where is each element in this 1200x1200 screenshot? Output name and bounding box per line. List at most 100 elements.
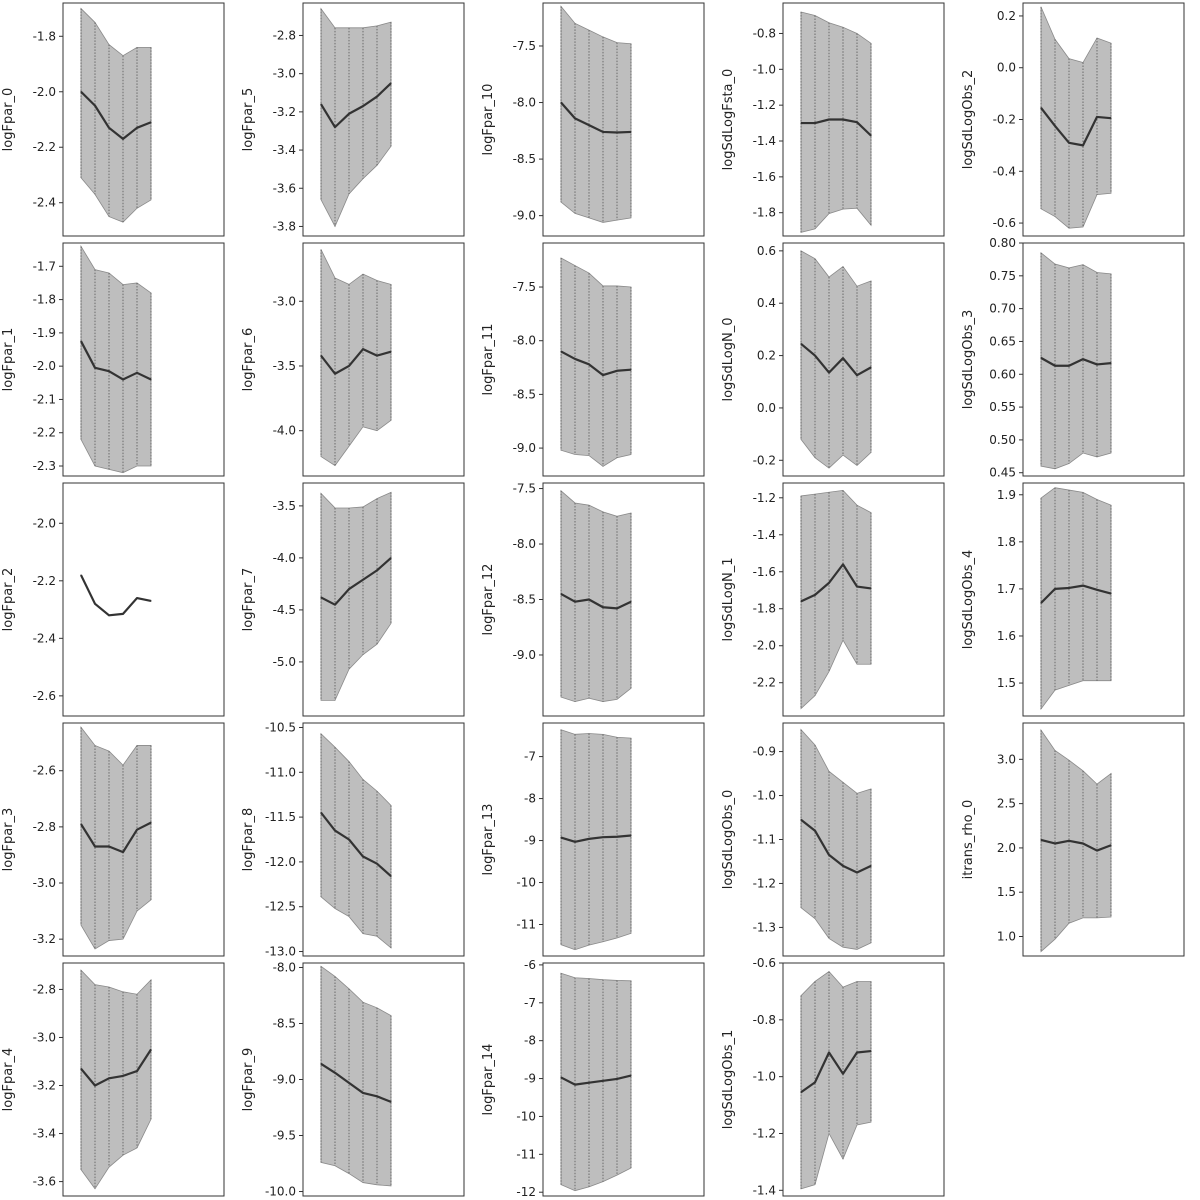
y-tick-label: -8 xyxy=(524,1034,536,1048)
interval-band xyxy=(320,732,392,949)
data-point xyxy=(842,563,844,565)
panel-logFpar_4: -2.8 -3.0 -3.2 -3.4 -3.6 logFpar_4 xyxy=(1,962,225,1197)
y-tick-label: -2.3 xyxy=(33,459,56,473)
data-point xyxy=(390,875,392,877)
data-point xyxy=(94,105,96,107)
data-point xyxy=(362,105,364,107)
data-point xyxy=(602,836,604,838)
data-point xyxy=(560,593,562,595)
y-tick-label: 1.6 xyxy=(997,629,1016,643)
plot-frame xyxy=(1022,242,1185,477)
y-tick-label: -2.6 xyxy=(33,689,56,703)
interval-band xyxy=(800,250,872,469)
y-tick-label: -2.8 xyxy=(33,982,56,996)
y-tick-label: -1.8 xyxy=(753,206,776,220)
data-point xyxy=(814,122,816,124)
plot-frame xyxy=(302,242,465,477)
series-line xyxy=(320,557,392,606)
series-line xyxy=(1040,584,1112,604)
y-tick-label: 0.2 xyxy=(757,349,776,363)
y-tick-label: -2.6 xyxy=(33,764,56,778)
data-point xyxy=(390,351,392,353)
y-tick-label: -1.8 xyxy=(33,29,56,43)
y-tick-label: -2.2 xyxy=(33,140,56,154)
data-point xyxy=(602,131,604,133)
data-point xyxy=(1082,585,1084,587)
series-line xyxy=(80,90,152,141)
y-axis-label: logSdLogN_1 xyxy=(721,557,736,641)
y-tick-label: -3.2 xyxy=(33,932,56,946)
y-tick-label: 0.60 xyxy=(989,367,1016,381)
y-tick-label: -8.5 xyxy=(273,1016,296,1030)
panel-logFpar_13: -7 -8 -9 -10 -11 logFpar_13 xyxy=(481,722,705,957)
y-tick-label: -2.0 xyxy=(753,639,776,653)
y-axis-label: logFpar_9 xyxy=(241,1048,256,1112)
series-line xyxy=(560,350,632,377)
y-tick-label: -1.0 xyxy=(753,1070,776,1084)
series-line xyxy=(320,1062,392,1103)
y-tick-label: -9.0 xyxy=(513,648,536,662)
data-point xyxy=(376,1095,378,1097)
y-tick-label: -8.0 xyxy=(513,537,536,551)
data-point xyxy=(588,363,590,365)
data-point xyxy=(1110,844,1112,846)
data-point xyxy=(1096,363,1098,366)
data-point xyxy=(150,378,152,381)
data-point xyxy=(574,1084,576,1086)
panel-logSdLogObs_3: 0.80 0.75 0.70 0.65 0.60 0.55 0.50 0.45 logSdLog… xyxy=(961,236,1185,480)
y-tick-label: -13.0 xyxy=(265,945,296,959)
y-tick-label: -1.0 xyxy=(753,789,776,803)
y-axis-label: logFpar_3 xyxy=(1,808,16,872)
y-tick-label: -3.2 xyxy=(33,1079,56,1093)
y-tick-label: 0.75 xyxy=(989,269,1016,283)
y-axis-label: itrans_rho_0 xyxy=(961,800,976,880)
y-tick-label: 0.70 xyxy=(989,302,1016,316)
data-point xyxy=(334,604,336,606)
y-axis-label: logFpar_0 xyxy=(1,88,16,152)
y-axis-label: logSdLogObs_4 xyxy=(961,550,976,650)
data-point xyxy=(630,601,632,603)
data-point xyxy=(800,600,802,602)
data-point xyxy=(348,365,350,367)
data-point xyxy=(334,1072,336,1074)
y-tick-label: -9 xyxy=(524,1072,536,1086)
y-tick-label: 0.55 xyxy=(989,400,1016,414)
data-point xyxy=(320,103,322,105)
y-tick-label: -2.4 xyxy=(33,631,56,645)
y-tick-label: -6 xyxy=(524,958,536,972)
plot-frame xyxy=(1022,482,1185,717)
y-tick-label: -3.0 xyxy=(33,876,56,890)
panel-logFpar_11: -7.5 -8.0 -8.5 -9.0 logFpar_11 xyxy=(481,242,705,477)
y-tick-label: -3.4 xyxy=(33,1127,56,1141)
data-point xyxy=(108,614,110,616)
data-point xyxy=(560,101,562,104)
y-tick-label: -9.5 xyxy=(273,1129,296,1143)
data-point xyxy=(1054,842,1056,845)
y-tick-label: -11.0 xyxy=(265,765,296,779)
y-tick-label: -2.8 xyxy=(273,28,296,42)
data-point xyxy=(616,370,618,372)
panel-logSdLogObs_0: -0.9 -1.0 -1.1 -1.2 -1.3 logSdLogObs_0 xyxy=(721,722,945,957)
data-point xyxy=(1096,116,1098,118)
series-line xyxy=(1040,356,1112,367)
y-tick-label: -12 xyxy=(516,1185,536,1199)
y-tick-label: -8.5 xyxy=(513,387,536,401)
series-line xyxy=(320,811,392,878)
y-tick-label: 1.7 xyxy=(997,582,1016,596)
plot-frame xyxy=(1022,722,1185,957)
data-point xyxy=(136,597,138,599)
series-line xyxy=(800,818,872,874)
plot-frame xyxy=(302,2,465,237)
data-point xyxy=(588,598,590,601)
y-tick-label: -0.6 xyxy=(993,216,1016,230)
plot-frame xyxy=(302,482,465,717)
interval-band xyxy=(800,489,872,710)
data-point xyxy=(1040,839,1042,841)
y-tick-label: -3.0 xyxy=(273,67,296,81)
y-tick-label: -7 xyxy=(524,996,536,1010)
interval-band xyxy=(800,728,872,950)
interval-band xyxy=(80,7,152,223)
data-point xyxy=(136,829,138,831)
y-tick-label: 3.0 xyxy=(997,752,1016,766)
